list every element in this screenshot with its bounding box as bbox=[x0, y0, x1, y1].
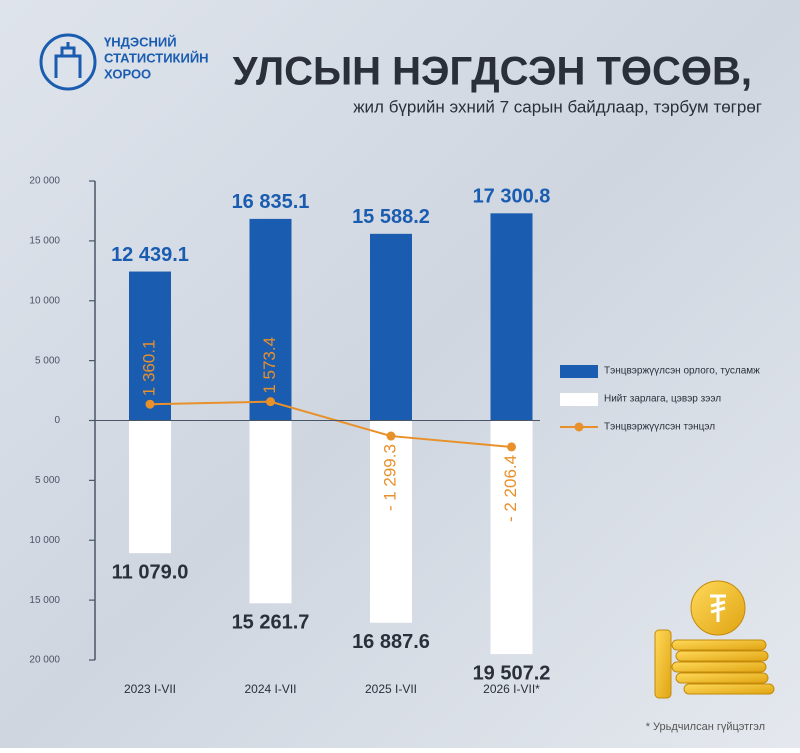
value-label: 17 300.8 bbox=[473, 186, 551, 208]
x-tick-label: 2024 I-VII bbox=[244, 682, 296, 696]
bar bbox=[490, 420, 533, 655]
y-tick-label: 5 000 bbox=[35, 475, 60, 486]
y-tick-label: 10 000 bbox=[29, 295, 60, 306]
x-tick-label: 2026 I-VII* bbox=[483, 682, 540, 696]
y-tick-label: 15 000 bbox=[29, 595, 60, 606]
value-label: 19 507.2 bbox=[473, 662, 551, 684]
value-label: 16 887.6 bbox=[352, 631, 430, 653]
balance-point bbox=[145, 399, 155, 409]
logo-text: ХОРОО bbox=[104, 66, 151, 81]
x-tick-label: 2023 I-VII bbox=[124, 682, 176, 696]
value-label: 15 588.2 bbox=[352, 206, 430, 228]
chart-subtitle: жил бүрийн эхний 7 сарын байдлаар, тэрбу… bbox=[353, 97, 762, 116]
balance-point bbox=[266, 397, 275, 407]
y-tick-label: 15 000 bbox=[29, 236, 60, 247]
legend-swatch bbox=[574, 422, 584, 432]
logo-icon bbox=[39, 33, 97, 91]
bar bbox=[370, 233, 412, 421]
bar bbox=[129, 420, 171, 554]
value-label: 1 360.1 bbox=[139, 339, 158, 396]
y-tick-label: 20 000 bbox=[29, 176, 60, 187]
y-tick-label: 10 000 bbox=[29, 535, 60, 546]
value-label: 1 573.4 bbox=[260, 337, 279, 394]
bar bbox=[490, 213, 533, 421]
bar bbox=[129, 271, 171, 421]
legend-swatch bbox=[560, 393, 598, 406]
y-tick-label: 0 bbox=[54, 415, 60, 426]
balance-point bbox=[507, 442, 516, 452]
legend-swatch bbox=[560, 365, 598, 378]
legend-label: Нийт зарлага, цэвэр зээл bbox=[604, 394, 721, 405]
value-label: - 1 299.3 bbox=[380, 444, 399, 511]
legend-label: Тэнцвэржүүлсэн тэнцэл bbox=[604, 422, 715, 433]
bar bbox=[370, 420, 412, 623]
logo-text: СТАТИСТИКИЙН bbox=[104, 50, 209, 65]
coin-icon bbox=[654, 580, 775, 699]
balance-line bbox=[149, 400, 512, 448]
logo-text: ҮНДЭСНИЙ bbox=[104, 34, 177, 49]
value-label: 15 261.7 bbox=[232, 612, 310, 634]
value-label: 16 835.1 bbox=[232, 191, 310, 213]
legend-label: Тэнцвэржүүлсэн орлого, тусламж bbox=[604, 366, 760, 377]
value-label: 12 439.1 bbox=[111, 244, 189, 266]
y-tick-label: 20 000 bbox=[29, 655, 60, 666]
value-label: - 2 206.4 bbox=[501, 455, 520, 522]
value-label: 11 079.0 bbox=[112, 561, 189, 583]
balance-point bbox=[386, 431, 396, 441]
footnote: * Урьдчилсан гүйцэтгэл bbox=[646, 721, 765, 733]
bar bbox=[249, 420, 292, 604]
x-tick-label: 2025 I-VII bbox=[365, 682, 417, 696]
y-tick-label: 5 000 bbox=[35, 355, 60, 366]
bar bbox=[249, 218, 292, 421]
chart-title: УЛСЫН НЭГДСЭН ТӨСӨВ, bbox=[233, 50, 752, 94]
